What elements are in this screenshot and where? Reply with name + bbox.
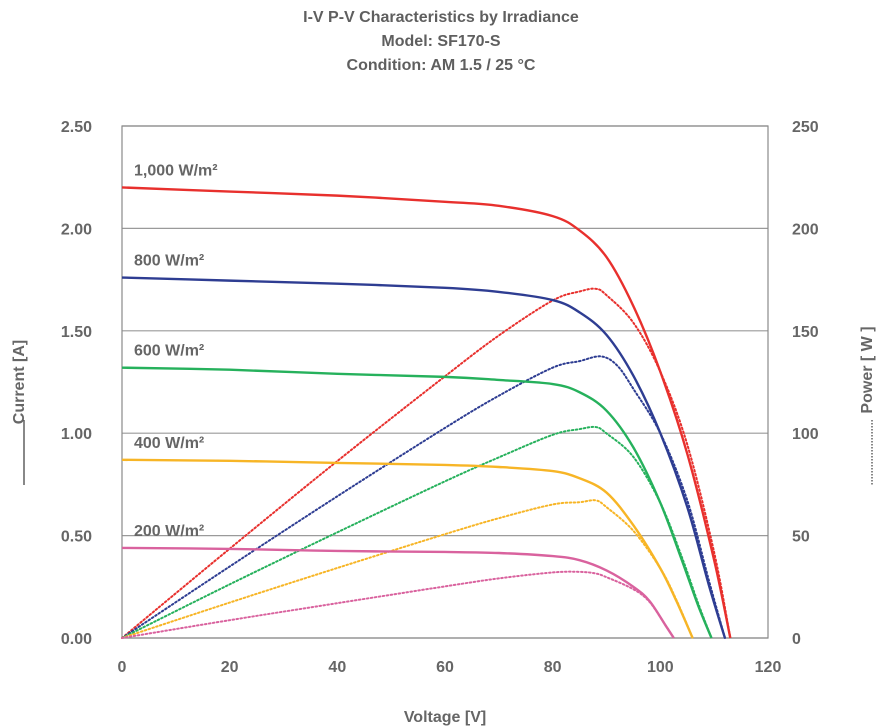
iv-curve-3 [121, 458, 694, 639]
iv-curves [121, 186, 732, 639]
y-axis-right-label: Power [ W ] [859, 326, 876, 413]
x-axis-label: Voltage [V] [404, 709, 486, 726]
tick-labels: 0 20 40 60 80 100 120 0.00 0.50 1.00 1.50 2.00 2.50 0… [61, 119, 819, 676]
y-left-tick-label-1: 0.50 [61, 529, 92, 546]
irradiance-label-3: 400 W/m² [134, 435, 204, 452]
x-tick-label-6: 120 [755, 659, 782, 676]
x-tick-label-2: 40 [328, 659, 346, 676]
irradiance-label-2: 600 W/m² [134, 343, 204, 360]
pv-curve-3 [121, 499, 694, 639]
y-right-tick-label-1: 50 [792, 529, 810, 546]
iv-curve-2 [121, 366, 713, 639]
y-axis-left-label: Current [A] [11, 340, 28, 424]
x-tick-label-0: 0 [118, 659, 127, 676]
pv-curve-0 [121, 287, 732, 639]
y-right-tick-label-3: 150 [792, 324, 819, 341]
plot-frame [121, 125, 769, 639]
x-tick-label-3: 60 [436, 659, 454, 676]
y-left-tick-label-0: 0.00 [61, 631, 92, 648]
chart-title-line-3: Condition: AM 1.5 / 25 °C [346, 57, 536, 74]
iv-curve-4 [121, 546, 675, 639]
iv-curve-1 [121, 276, 727, 639]
y-right-tick-label-4: 200 [792, 221, 819, 238]
chart-title-line-2: Model: SF170-S [381, 33, 501, 50]
pv-curve-1 [121, 355, 726, 639]
pv-curve-4 [121, 570, 675, 639]
x-tick-label-1: 20 [221, 659, 239, 676]
irradiance-labels: 1,000 W/m² 800 W/m² 600 W/m² 400 W/m² 200 W/… [134, 162, 218, 539]
irradiance-label-4: 200 W/m² [134, 523, 204, 540]
irradiance-label-1: 800 W/m² [134, 253, 204, 270]
chart-title-line-1: I-V P-V Characteristics by Irradiance [303, 9, 579, 26]
pv-curve-2 [121, 425, 713, 639]
x-tick-label-4: 80 [544, 659, 562, 676]
y-right-tick-label-2: 100 [792, 426, 819, 443]
y-left-tick-label-3: 1.50 [61, 324, 92, 341]
irradiance-label-0: 1,000 W/m² [134, 162, 218, 179]
y-left-tick-label-2: 1.00 [61, 426, 92, 443]
y-left-tick-label-5: 2.50 [61, 119, 92, 136]
iv-curve-0 [121, 186, 732, 639]
y-right-tick-label-0: 0 [792, 631, 801, 648]
y-right-tick-label-5: 250 [792, 119, 819, 136]
x-tick-label-5: 100 [647, 659, 674, 676]
y-left-tick-label-4: 2.00 [61, 221, 92, 238]
pv-curves [121, 287, 732, 639]
